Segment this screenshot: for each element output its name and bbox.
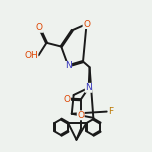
Text: N: N — [65, 61, 72, 70]
Text: O: O — [36, 23, 43, 32]
Text: F: F — [108, 107, 113, 116]
Text: O: O — [83, 20, 90, 29]
Text: N: N — [85, 83, 92, 92]
Text: O: O — [77, 111, 84, 120]
Text: O: O — [64, 95, 71, 104]
Text: OH: OH — [24, 51, 38, 60]
